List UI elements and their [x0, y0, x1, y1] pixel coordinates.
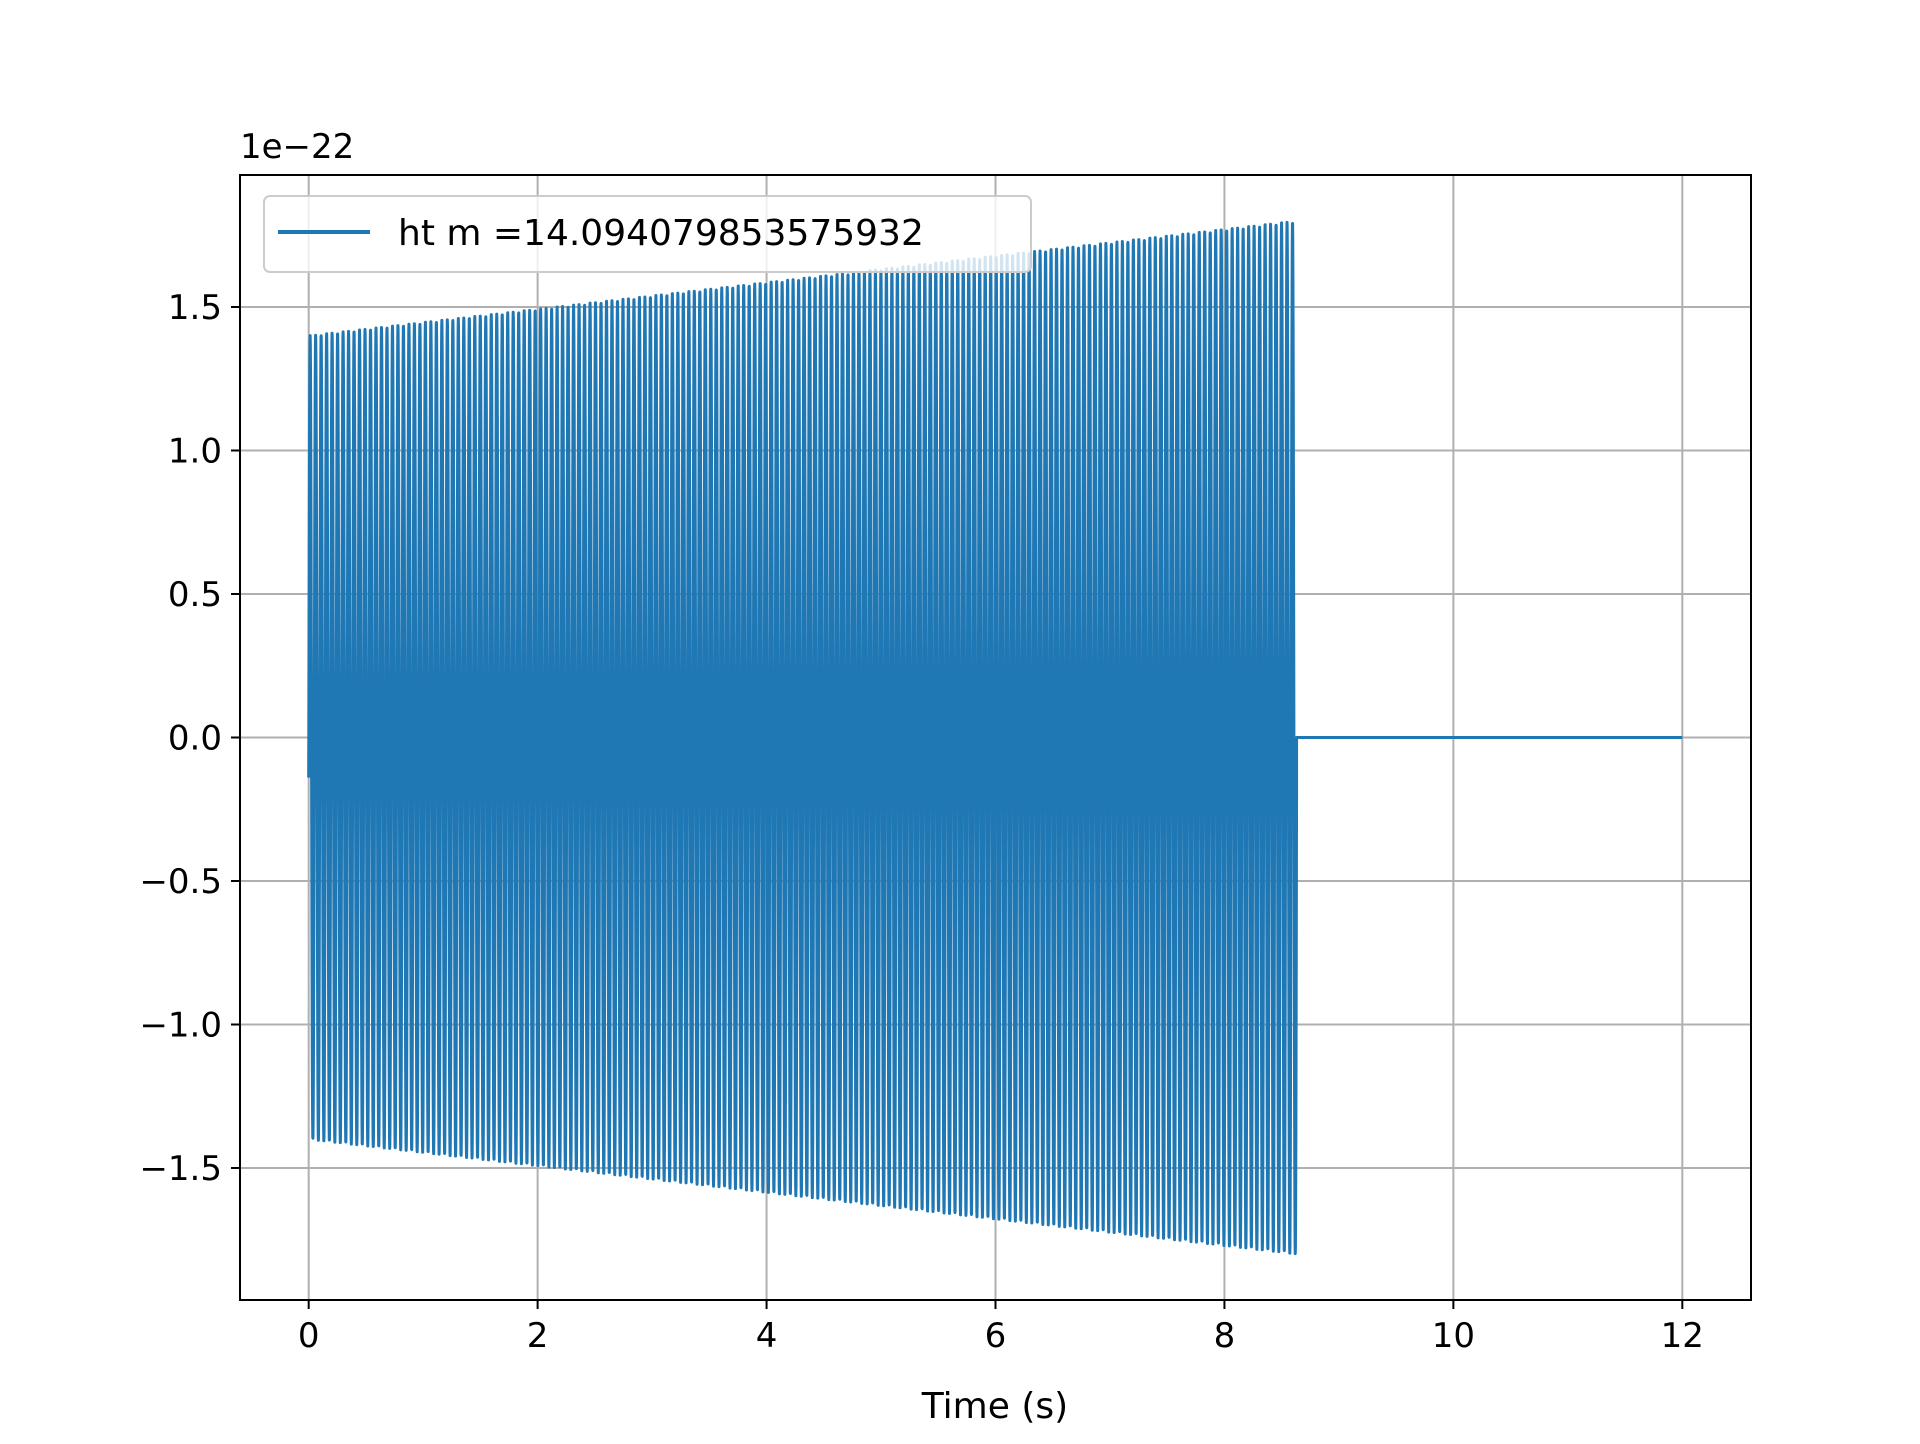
y-axis-ticks: −1.5 −1.0 −0.5 0.0 0.5 1.0 1.5 [139, 288, 240, 1189]
y-tick-label: 0.5 [168, 575, 222, 615]
x-axis-label: Time (s) [921, 1386, 1068, 1427]
x-axis-ticks: 0 2 4 6 8 10 12 [298, 1300, 1704, 1356]
x-tick-label: 10 [1432, 1316, 1475, 1356]
x-tick-label: 0 [298, 1316, 320, 1356]
y-tick-label: 1.5 [168, 288, 222, 328]
x-tick-label: 12 [1661, 1316, 1704, 1356]
y-tick-label: 1.0 [168, 432, 222, 472]
y-axis-offset-label: 1e−22 [240, 127, 354, 167]
x-tick-label: 6 [985, 1316, 1007, 1356]
series-group [307, 220, 1683, 1256]
x-tick-label: 8 [1214, 1316, 1236, 1356]
y-tick-label: 0.0 [168, 719, 222, 759]
x-tick-label: 4 [756, 1316, 778, 1356]
y-tick-label: −1.5 [139, 1149, 222, 1189]
y-tick-label: −1.0 [139, 1005, 222, 1045]
series-line [307, 220, 1683, 1256]
legend: ht m =14.094079853575932 [263, 195, 1032, 273]
y-tick-label: −0.5 [139, 862, 222, 902]
x-tick-label: 2 [527, 1316, 549, 1356]
legend-label: ht m =14.094079853575932 [398, 213, 924, 254]
legend-box [263, 195, 1032, 273]
